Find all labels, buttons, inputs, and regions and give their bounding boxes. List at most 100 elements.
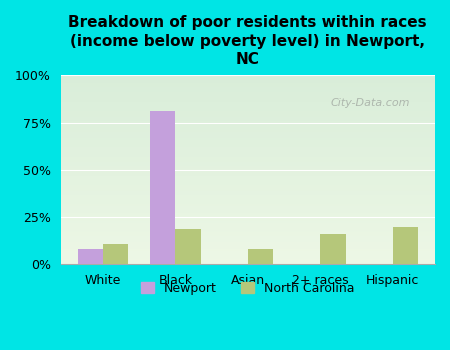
Bar: [61, 234, 435, 236]
Bar: [61, 215, 435, 217]
Bar: [61, 96, 435, 98]
Bar: [61, 104, 435, 106]
Bar: [61, 119, 435, 121]
Bar: [61, 198, 435, 200]
Bar: [61, 85, 435, 87]
Bar: [61, 115, 435, 117]
Bar: [61, 193, 435, 195]
Bar: [61, 98, 435, 100]
Bar: [61, 259, 435, 261]
Bar: [61, 211, 435, 214]
Bar: [61, 249, 435, 251]
Legend: Newport, North Carolina: Newport, North Carolina: [136, 277, 360, 300]
Bar: [61, 255, 435, 257]
Bar: [61, 94, 435, 96]
Bar: [176, 229, 201, 265]
Bar: [61, 149, 435, 151]
Bar: [61, 79, 435, 81]
Bar: [61, 240, 435, 242]
Bar: [61, 225, 435, 227]
Bar: [248, 249, 273, 265]
Bar: [61, 141, 435, 144]
Bar: [61, 151, 435, 153]
Bar: [61, 162, 435, 164]
Bar: [61, 217, 435, 219]
Bar: [61, 125, 435, 126]
Bar: [61, 128, 435, 130]
Bar: [61, 159, 435, 160]
Bar: [61, 208, 435, 210]
Bar: [61, 111, 435, 113]
Bar: [61, 138, 435, 140]
Bar: [61, 210, 435, 211]
Bar: [150, 111, 176, 265]
Bar: [61, 157, 435, 159]
Bar: [61, 230, 435, 232]
Bar: [61, 200, 435, 202]
Bar: [61, 77, 435, 79]
Bar: [61, 90, 435, 92]
Bar: [61, 144, 435, 145]
Bar: [61, 102, 435, 104]
Bar: [61, 106, 435, 107]
Bar: [61, 166, 435, 168]
Bar: [61, 251, 435, 253]
Bar: [61, 89, 435, 90]
Bar: [61, 257, 435, 259]
Bar: [61, 134, 435, 136]
Bar: [61, 100, 435, 102]
Bar: [61, 121, 435, 122]
Bar: [61, 196, 435, 198]
Bar: [61, 177, 435, 179]
Bar: [61, 246, 435, 247]
Bar: [61, 117, 435, 119]
Bar: [61, 236, 435, 238]
Bar: [61, 219, 435, 221]
Bar: [61, 179, 435, 181]
Bar: [61, 155, 435, 157]
Bar: [61, 130, 435, 132]
Bar: [61, 174, 435, 176]
Bar: [61, 253, 435, 255]
Bar: [61, 147, 435, 149]
Bar: [61, 113, 435, 115]
Bar: [320, 234, 346, 265]
Bar: [61, 183, 435, 185]
Text: City-Data.com: City-Data.com: [330, 98, 410, 108]
Bar: [103, 244, 128, 265]
Bar: [61, 221, 435, 223]
Bar: [61, 132, 435, 134]
Bar: [61, 126, 435, 128]
Bar: [61, 160, 435, 162]
Bar: [61, 232, 435, 234]
Bar: [61, 181, 435, 183]
Bar: [61, 75, 435, 77]
Bar: [61, 172, 435, 174]
Bar: [393, 227, 418, 265]
Bar: [61, 204, 435, 206]
Bar: [61, 87, 435, 89]
Bar: [61, 206, 435, 208]
Bar: [61, 195, 435, 196]
Bar: [61, 227, 435, 229]
Bar: [61, 238, 435, 240]
Bar: [61, 92, 435, 94]
Bar: [61, 164, 435, 166]
Bar: [61, 214, 435, 215]
Bar: [61, 247, 435, 249]
Bar: [61, 223, 435, 225]
Bar: [61, 242, 435, 244]
Bar: [61, 81, 435, 83]
Bar: [61, 176, 435, 177]
Bar: [61, 189, 435, 191]
Bar: [61, 168, 435, 170]
Bar: [61, 262, 435, 265]
Bar: [61, 185, 435, 187]
Bar: [61, 187, 435, 189]
Bar: [61, 202, 435, 204]
Bar: [61, 229, 435, 230]
Bar: [61, 140, 435, 141]
Bar: [61, 191, 435, 192]
Bar: [61, 136, 435, 138]
Bar: [61, 153, 435, 155]
